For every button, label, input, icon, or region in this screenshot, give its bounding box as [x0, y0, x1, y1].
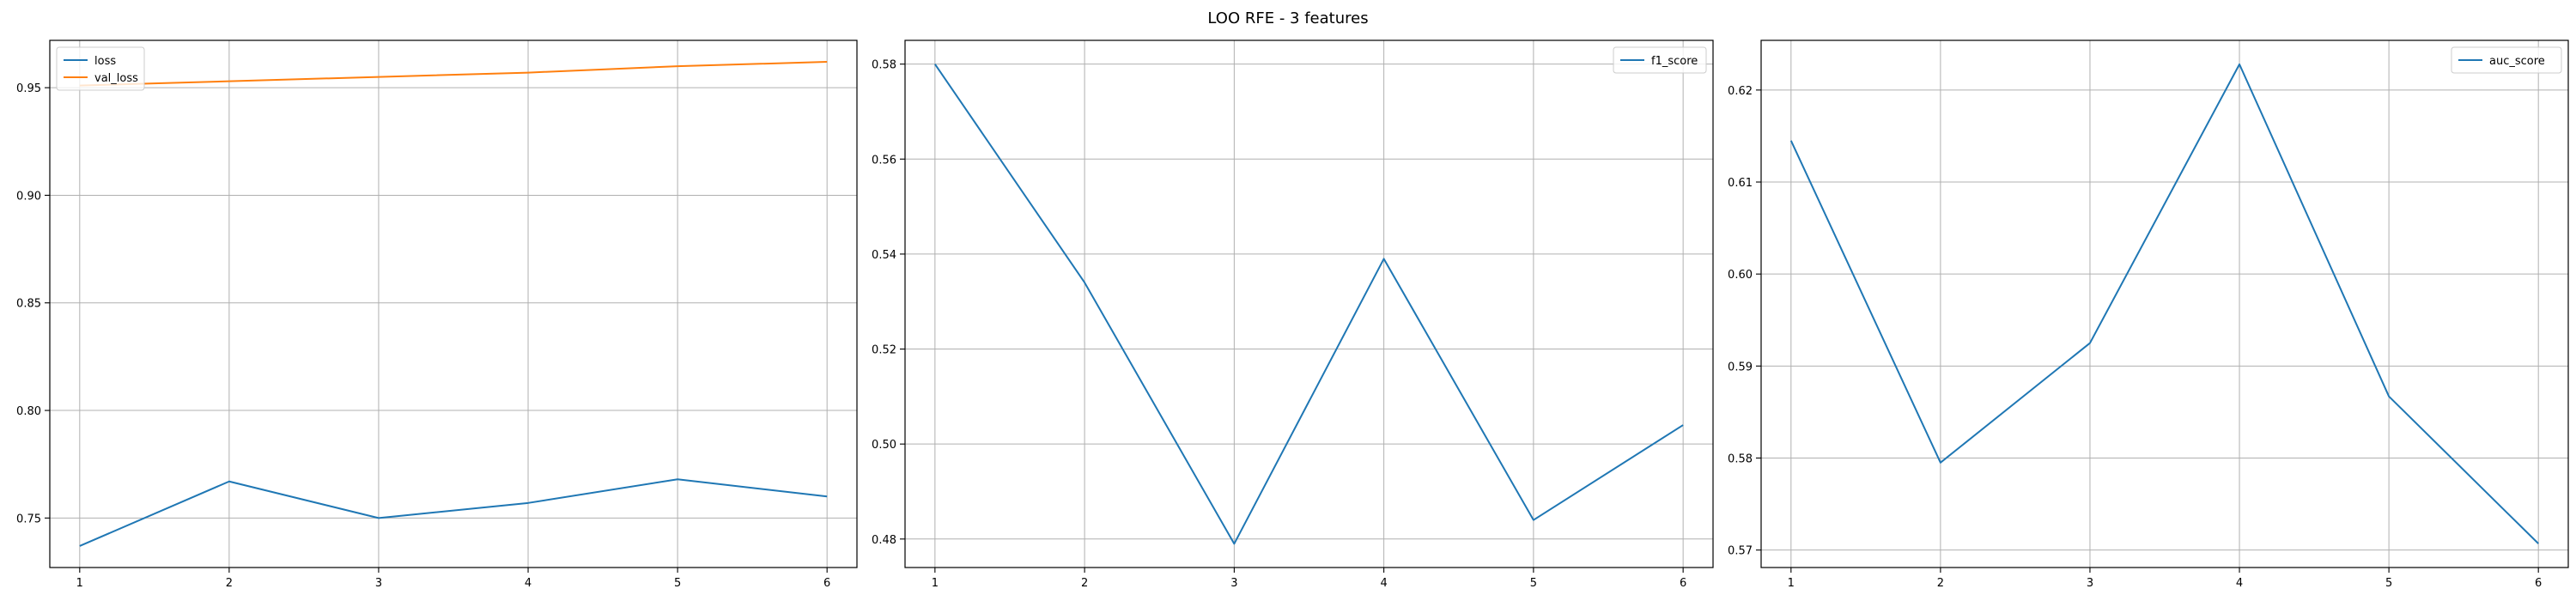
y-tick-label: 0.75: [16, 513, 41, 525]
legend-label-val_loss: val_loss: [94, 72, 138, 85]
x-tick-label: 1: [76, 577, 83, 590]
y-tick-label: 0.56: [872, 154, 896, 167]
figure-title: LOO RFE - 3 features: [1207, 9, 1368, 27]
x-tick-label: 3: [375, 577, 382, 590]
y-tick-label: 0.61: [1728, 177, 1753, 190]
y-tick-label: 0.58: [1728, 452, 1753, 465]
x-tick-label: 2: [1081, 577, 1088, 590]
y-tick-label: 0.57: [1728, 545, 1753, 558]
x-tick-label: 3: [1230, 577, 1237, 590]
y-tick-label: 0.50: [872, 439, 896, 452]
legend-label-f1_score: f1_score: [1651, 55, 1698, 68]
x-tick-label: 1: [932, 577, 939, 590]
x-tick-label: 5: [674, 577, 681, 590]
x-tick-label: 5: [1530, 577, 1537, 590]
grid: [905, 40, 1713, 568]
series-line-auc_score: [1789, 63, 2539, 544]
legend-label-loss: loss: [94, 55, 116, 68]
grid: [1761, 40, 2568, 568]
y-tick-label: 0.60: [1728, 269, 1753, 282]
axes-frame: [49, 39, 858, 568]
x-tick-label: 4: [1380, 577, 1387, 590]
series-line-loss: [79, 478, 828, 547]
y-tick-label: 0.90: [16, 190, 41, 203]
y-tick-label: 0.62: [1728, 85, 1753, 98]
y-tick-label: 0.52: [872, 344, 896, 357]
legend-box: [2451, 46, 2562, 74]
y-tick-label: 0.59: [1728, 361, 1753, 373]
x-tick-label: 6: [2535, 577, 2542, 590]
legend: loss val_loss: [56, 46, 145, 91]
y-tick-label: 0.48: [872, 534, 896, 547]
y-tick-label: 0.54: [872, 249, 896, 262]
legend: auc_score: [2451, 46, 2562, 74]
subplot-2: 1 2 3 4 5 6 0.48 0.50 0.52 0.54 0.56 0.58 f1_score: [872, 39, 1714, 590]
x-tick-label: 4: [525, 577, 532, 590]
series-line-val_loss: [79, 61, 828, 87]
legend-box: [56, 46, 145, 91]
x-tick-label: 2: [226, 577, 233, 590]
subplot-3: 1 2 3 4 5 6 0.57 0.58 0.59 0.60 0.61 0.62 auc_score: [1728, 39, 2569, 590]
grid: [50, 40, 857, 568]
x-tick-label: 5: [2385, 577, 2392, 590]
x-tick-label: 2: [1937, 577, 1944, 590]
axes-frame: [1760, 39, 2569, 568]
y-tick-label: 0.80: [16, 405, 41, 418]
x-tick-label: 1: [1788, 577, 1795, 590]
y-tick-label: 0.95: [16, 82, 41, 95]
x-tick-label: 3: [2087, 577, 2093, 590]
subplot-1: 1 2 3 4 5 6 0.75 0.80 0.85 0.90 0.95 loss val_loss: [16, 39, 858, 590]
subplots: 1 2 3 4 5 6 0.75 0.80 0.85 0.90 0.95 loss val_loss 1 2…: [16, 39, 2569, 590]
legend-box: [1613, 46, 1707, 74]
y-tick-label: 0.85: [16, 298, 41, 311]
legend: f1_score: [1613, 46, 1707, 74]
x-tick-label: 6: [1680, 577, 1686, 590]
x-tick-label: 4: [2236, 577, 2243, 590]
x-tick-label: 6: [823, 577, 830, 590]
series-line-f1_score: [934, 64, 1684, 545]
y-tick-label: 0.58: [872, 59, 896, 72]
legend-label-auc_score: auc_score: [2489, 55, 2545, 68]
axes-frame: [904, 39, 1714, 568]
